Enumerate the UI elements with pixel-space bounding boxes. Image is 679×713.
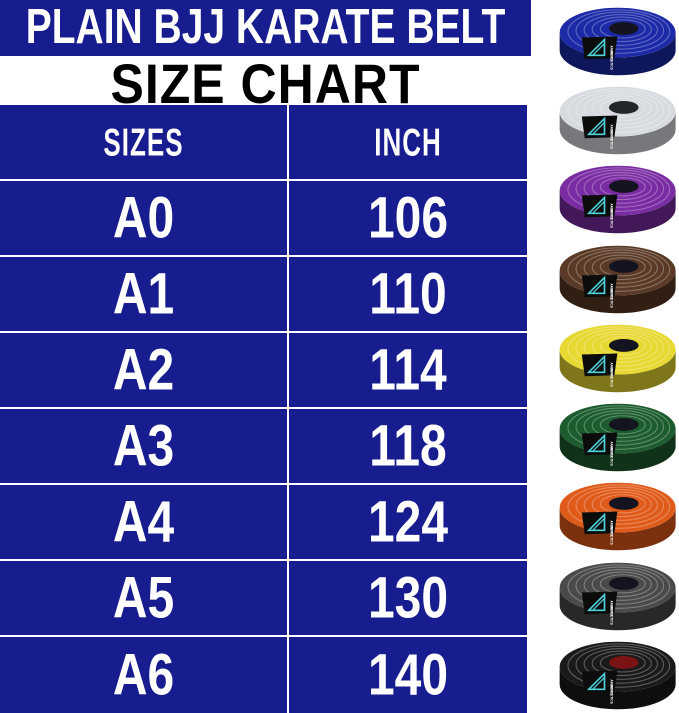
svg-text:ATHLETICS: ATHLETICS bbox=[609, 447, 613, 466]
svg-text:ATHLETICS: ATHLETICS bbox=[609, 289, 613, 308]
svg-text:ATHLETICS: ATHLETICS bbox=[609, 685, 613, 704]
svg-text:ATHLETICS: ATHLETICS bbox=[609, 210, 613, 229]
svg-text:ATHLETICS: ATHLETICS bbox=[609, 606, 613, 625]
svg-text:ATHLETICS: ATHLETICS bbox=[609, 131, 613, 150]
svg-text:ATHLETICS: ATHLETICS bbox=[609, 51, 613, 70]
svg-text:ATHLETICS: ATHLETICS bbox=[609, 368, 613, 387]
svg-text:ATHLETICS: ATHLETICS bbox=[609, 527, 613, 546]
